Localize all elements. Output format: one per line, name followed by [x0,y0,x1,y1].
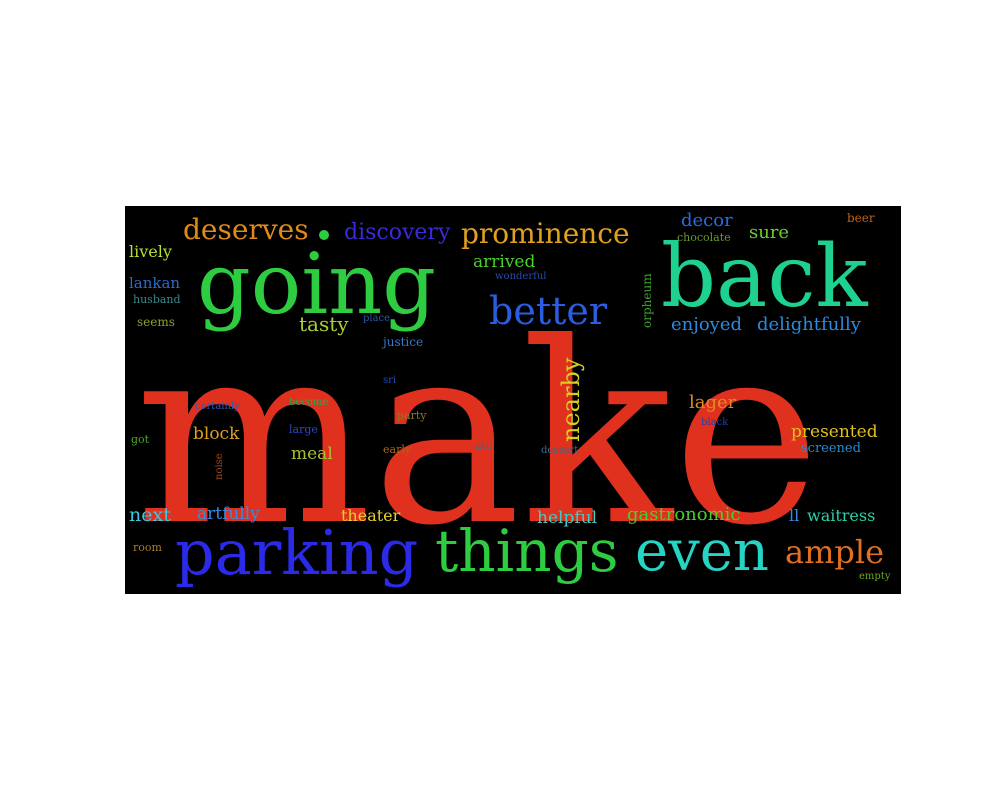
word-next: next [129,504,171,526]
word-delightfully: delightfully [757,314,861,335]
word-room: room [133,541,162,554]
word-cloud: make going back parking things even bett… [125,206,901,594]
word-party: party [397,409,427,422]
word-black: black [701,417,729,428]
word-nearby: nearby [557,357,585,442]
word-even: even [635,519,769,584]
word-ll: ll [789,506,800,525]
word-lively: lively [129,242,172,261]
word-arrived: arrived [473,252,536,272]
word-theater: theater [341,506,401,525]
word-place: place [363,313,391,324]
word-wonderful: wonderful [495,271,547,282]
word-make: make [135,289,821,580]
word-seems: seems [137,315,175,329]
word-early: early [383,443,412,456]
word-block: block [193,424,240,444]
word-sri: sri [383,375,397,386]
word-discovery: discovery [344,220,451,245]
word-screened: screened [801,441,861,456]
word-things: things [435,517,619,585]
word-beer: beer [847,211,875,225]
word-gastronomic: gastronomic [627,504,741,525]
word-presented: presented [791,422,878,442]
dot-mark [319,230,329,240]
word-empty: empty [859,571,891,582]
word-lankan: lankan [129,274,181,292]
word-lager: lager [689,392,737,413]
word-noise: noise [214,453,225,480]
word-justice: justice [383,335,424,349]
word-back: back [661,227,868,327]
word-deserves: deserves [183,213,309,246]
word-artfully: artfully [197,504,260,524]
word-ample: ample [785,533,885,571]
word-prominence: prominence [461,217,630,250]
word-helpful: helpful [537,508,598,528]
word-ate: ate [475,439,493,452]
word-going: going [197,235,437,333]
word-tasty: tasty [299,312,349,336]
word-chocolate: chocolate [677,231,731,244]
word-meal: meal [291,444,333,464]
word-sure: sure [749,222,790,243]
word-parking: parking [175,516,419,589]
word-certainly: certainly [195,401,240,412]
word-got: got [131,433,150,446]
word-better: better [489,289,608,333]
word-husband: husband [133,293,181,306]
word-waitress: waitress [807,506,876,525]
word-become: become [289,397,329,408]
word-decor: decor [681,210,733,231]
word-large: large [289,423,318,436]
word-orpheum: orpheum [640,273,654,328]
word-enjoyed: enjoyed [671,314,743,335]
word-dessert: dessert [541,445,579,456]
